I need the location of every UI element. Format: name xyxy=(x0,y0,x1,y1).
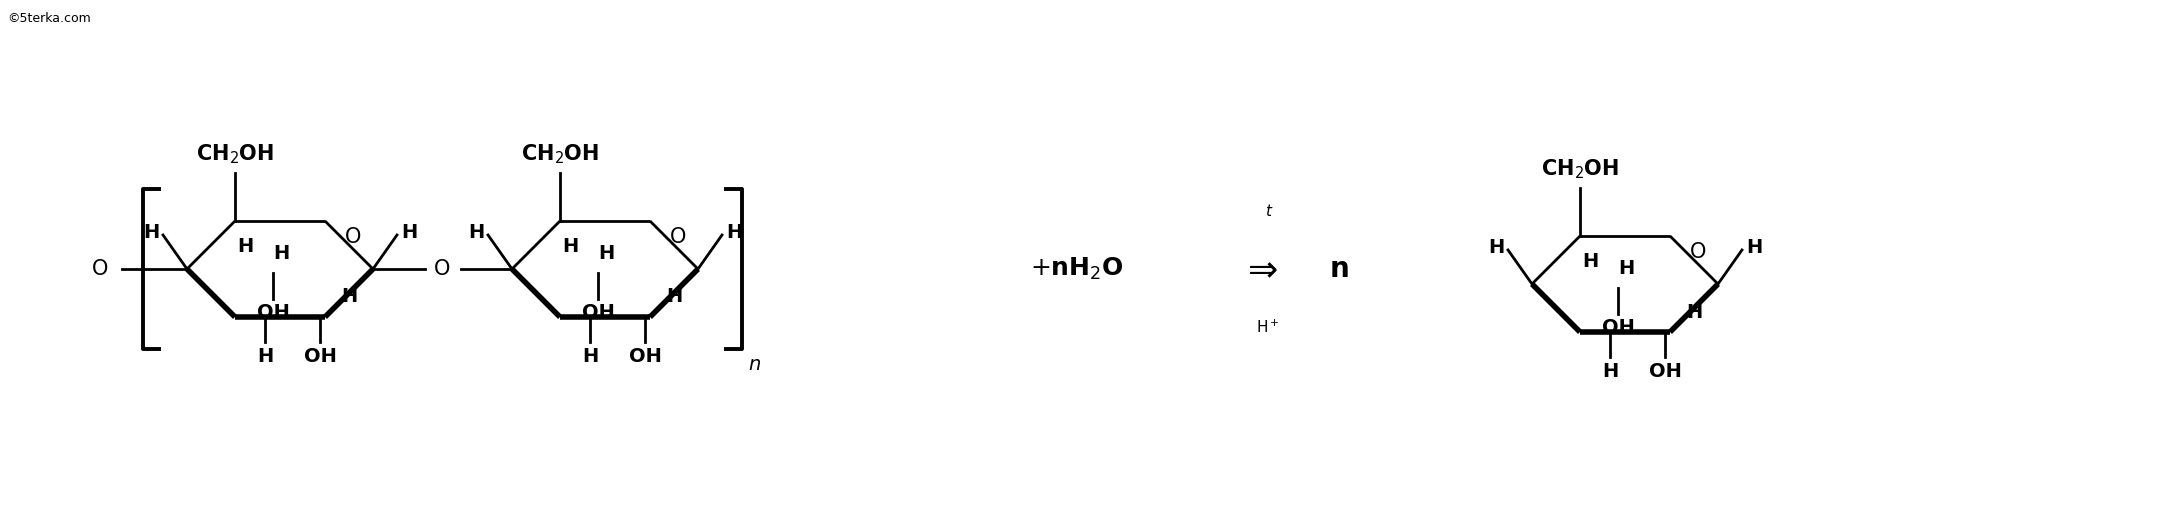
Text: H: H xyxy=(401,223,418,242)
Text: H: H xyxy=(725,223,742,242)
Text: H: H xyxy=(257,347,272,366)
Text: H: H xyxy=(1602,362,1618,381)
Text: ©5terka.com: ©5terka.com xyxy=(7,12,91,25)
Text: CH$_2$OH: CH$_2$OH xyxy=(520,143,599,166)
Text: H: H xyxy=(144,223,159,242)
Text: H: H xyxy=(1746,237,1761,257)
Text: OH: OH xyxy=(1648,362,1681,381)
Text: CH$_2$OH: CH$_2$OH xyxy=(1541,157,1620,181)
Text: O: O xyxy=(671,227,686,247)
Text: O: O xyxy=(344,227,361,247)
Text: H$^+$: H$^+$ xyxy=(1256,319,1280,336)
Text: H: H xyxy=(581,347,599,366)
Text: H: H xyxy=(272,244,290,263)
Text: H: H xyxy=(1618,258,1635,278)
Text: O: O xyxy=(91,259,109,279)
Text: n: n xyxy=(749,355,760,374)
Text: H: H xyxy=(599,244,614,263)
Text: n: n xyxy=(1330,255,1350,283)
Text: H: H xyxy=(1583,252,1598,271)
Text: H: H xyxy=(1487,237,1504,257)
Text: H: H xyxy=(562,237,579,256)
Text: OH: OH xyxy=(1602,318,1635,337)
Text: O: O xyxy=(435,259,451,279)
Text: OH: OH xyxy=(629,347,662,366)
Text: H: H xyxy=(1685,302,1702,322)
Text: H: H xyxy=(342,288,357,307)
Text: O: O xyxy=(1689,242,1707,262)
Text: H: H xyxy=(666,288,681,307)
Text: $+$nH$_2$O: $+$nH$_2$O xyxy=(1030,256,1123,282)
Text: OH: OH xyxy=(257,303,290,322)
Text: OH: OH xyxy=(303,347,337,366)
Text: t: t xyxy=(1265,204,1271,219)
Text: $\Rightarrow$: $\Rightarrow$ xyxy=(1241,252,1278,286)
Text: CH$_2$OH: CH$_2$OH xyxy=(196,143,274,166)
Text: H: H xyxy=(237,237,253,256)
Text: OH: OH xyxy=(581,303,614,322)
Text: H: H xyxy=(468,223,483,242)
